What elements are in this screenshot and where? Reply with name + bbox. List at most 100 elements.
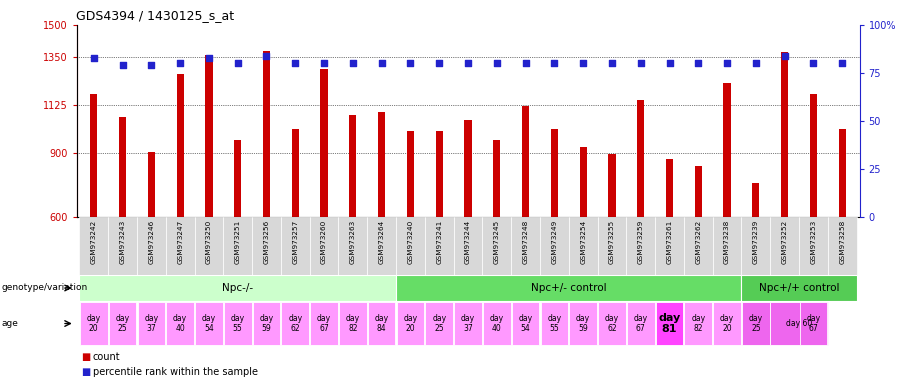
Point [547, 60, 562, 66]
Text: day
54: day 54 [202, 314, 216, 333]
Point [86, 55, 101, 61]
Text: day
54: day 54 [518, 314, 533, 333]
Text: day
82: day 82 [346, 314, 360, 333]
Bar [252, 217, 281, 275]
Point [115, 62, 130, 68]
Bar [367, 217, 396, 275]
Bar [79, 217, 108, 275]
Text: day
62: day 62 [605, 314, 619, 333]
Bar [511, 217, 540, 275]
Text: GSM973248: GSM973248 [523, 220, 528, 264]
Bar [569, 217, 598, 275]
Bar [166, 302, 194, 345]
Bar [483, 302, 510, 345]
Text: Npc-/-: Npc-/- [222, 283, 253, 293]
Bar [425, 217, 454, 275]
Text: GDS4394 / 1430125_s_at: GDS4394 / 1430125_s_at [76, 9, 235, 22]
Text: ■: ■ [81, 352, 90, 362]
Point [374, 60, 389, 66]
Point [403, 60, 418, 66]
Text: GSM973239: GSM973239 [753, 220, 759, 264]
Point [518, 60, 533, 66]
Bar [570, 302, 597, 345]
Bar [742, 217, 770, 275]
Text: day
82: day 82 [691, 314, 706, 333]
Bar [138, 302, 166, 345]
Bar [119, 117, 126, 217]
Text: GSM973264: GSM973264 [379, 220, 384, 264]
Text: GSM973241: GSM973241 [436, 220, 442, 264]
Bar [770, 217, 799, 275]
Point [835, 60, 850, 66]
Bar [148, 152, 155, 217]
Point [605, 60, 619, 66]
Text: day
20: day 20 [86, 314, 101, 333]
Bar [464, 120, 472, 217]
Text: day
59: day 59 [576, 314, 590, 333]
Text: day
67: day 67 [317, 314, 331, 333]
Point [230, 60, 245, 66]
Text: day
67: day 67 [806, 314, 821, 333]
Bar [263, 51, 270, 217]
Text: day
20: day 20 [403, 314, 418, 333]
Bar [598, 217, 626, 275]
Bar [551, 129, 558, 217]
Bar [580, 147, 587, 217]
Text: ■: ■ [81, 367, 90, 377]
Bar [426, 302, 453, 345]
Point [778, 53, 792, 59]
Text: GSM973246: GSM973246 [148, 220, 154, 264]
Bar [626, 217, 655, 275]
Bar [666, 159, 673, 217]
Text: GSM973238: GSM973238 [724, 220, 730, 264]
Bar [310, 217, 338, 275]
Text: Npc+/- control: Npc+/- control [531, 283, 607, 293]
Point [432, 60, 446, 66]
Point [346, 60, 360, 66]
Text: day
62: day 62 [288, 314, 302, 333]
Bar [724, 83, 731, 217]
Text: GSM973252: GSM973252 [782, 220, 788, 264]
Text: Npc+/+ control: Npc+/+ control [759, 283, 840, 293]
Point [806, 60, 821, 66]
Bar [338, 217, 367, 275]
Text: GSM973240: GSM973240 [408, 220, 413, 264]
Text: percentile rank within the sample: percentile rank within the sample [93, 367, 257, 377]
Text: day
55: day 55 [547, 314, 562, 333]
Bar [80, 302, 108, 345]
Text: GSM973254: GSM973254 [580, 220, 586, 264]
Bar [656, 302, 683, 345]
Text: GSM973261: GSM973261 [667, 220, 672, 264]
Text: age: age [2, 319, 19, 328]
Bar [627, 302, 654, 345]
Point [720, 60, 734, 66]
Bar [396, 217, 425, 275]
Point [576, 60, 590, 66]
Point [490, 60, 504, 66]
Bar [176, 74, 184, 217]
Text: day
84: day 84 [374, 314, 389, 333]
Text: day
55: day 55 [230, 314, 245, 333]
Point [288, 60, 302, 66]
Bar [839, 129, 846, 217]
Bar [292, 129, 299, 217]
Bar [482, 217, 511, 275]
Text: GSM973250: GSM973250 [206, 220, 211, 264]
Bar [407, 131, 414, 217]
Bar [282, 302, 309, 345]
Text: GSM973244: GSM973244 [465, 220, 471, 264]
Point [317, 60, 331, 66]
Bar [109, 302, 137, 345]
Bar [396, 275, 742, 301]
Text: day
25: day 25 [749, 314, 763, 333]
Bar [637, 99, 644, 217]
Bar [608, 154, 616, 217]
Text: GSM973258: GSM973258 [839, 220, 845, 264]
Text: day 60: day 60 [786, 319, 812, 328]
Bar [522, 106, 529, 217]
Text: GSM973251: GSM973251 [235, 220, 240, 264]
Bar [540, 217, 569, 275]
Text: GSM973256: GSM973256 [264, 220, 269, 264]
Bar [349, 114, 356, 217]
Bar [253, 302, 280, 345]
